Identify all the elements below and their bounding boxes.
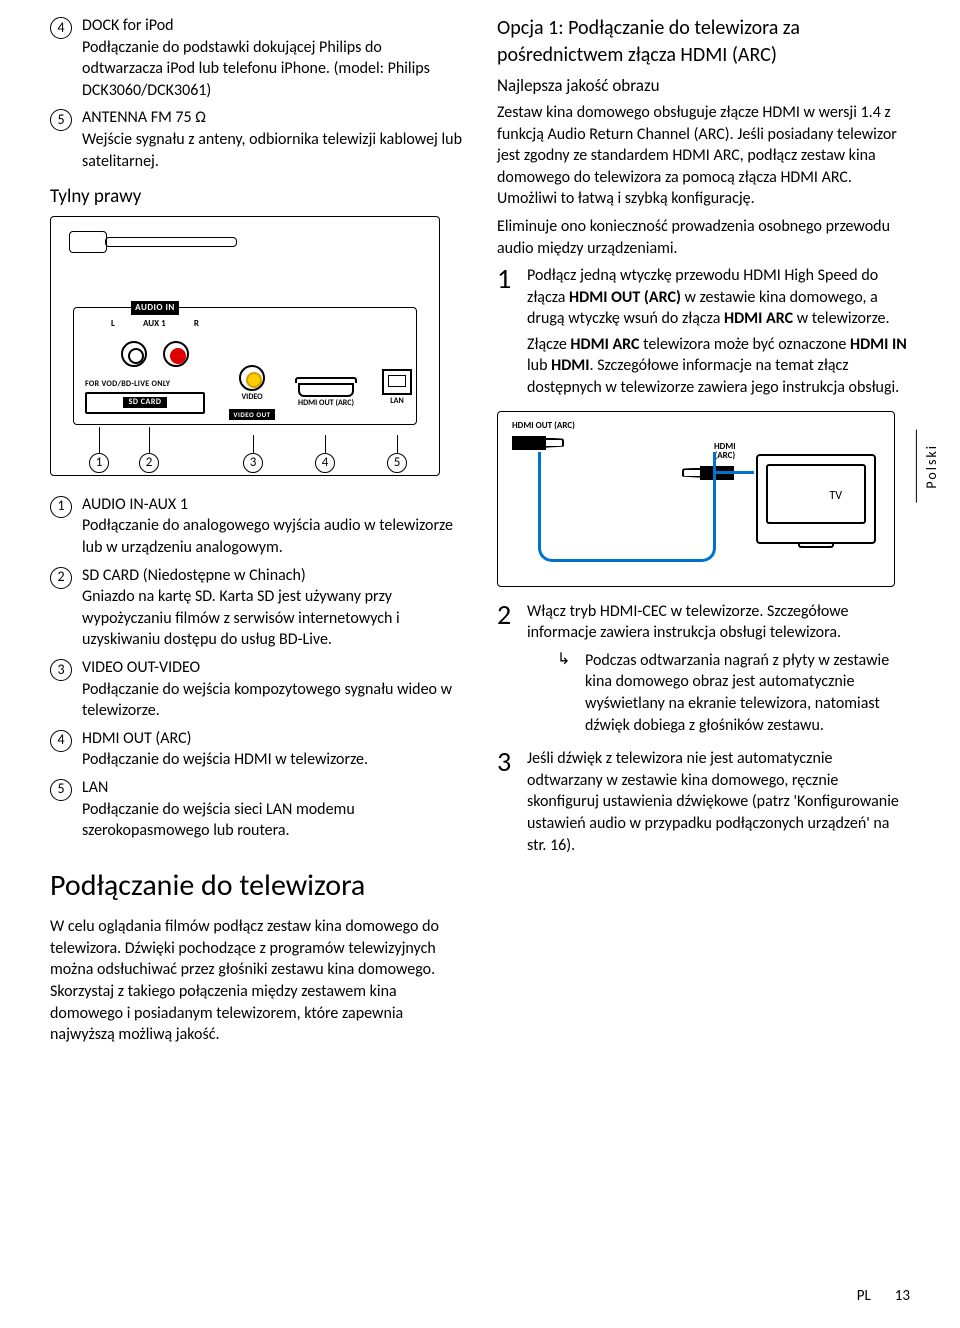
desc-title-3: VIDEO OUT-VIDEO bbox=[82, 658, 200, 677]
tv-label: TV bbox=[829, 488, 842, 504]
hdmi-cable-tv-segment bbox=[714, 471, 754, 474]
item-title-dock: DOCK for iPod bbox=[82, 16, 174, 35]
option1-intro1: Zestaw kina domowego obsługuje złącze HD… bbox=[497, 102, 910, 210]
hdmi-out-block: HDMI OUT (ARC) bbox=[291, 377, 361, 408]
video-out-label: VIDEO OUT bbox=[229, 409, 274, 420]
connector-desc-1: 1 AUDIO IN-AUX 1 Podłączanie do analogow… bbox=[50, 494, 463, 559]
item-title-antenna: ANTENNA FM 75 Ω bbox=[82, 108, 206, 127]
lan-port-icon bbox=[382, 369, 412, 395]
connector-desc-5: 5 LAN Podłączanie do wejścia sieci LAN m… bbox=[50, 777, 463, 842]
step-1: 1 Podłącz jedną wtyczkę przewodu HDMI Hi… bbox=[497, 265, 910, 403]
rear-right-heading: Tylny prawy bbox=[50, 184, 463, 210]
desc-text-4: Podłączanie do wejścia HDMI w telewizorz… bbox=[82, 750, 368, 769]
step-2: 2 Włącz tryb HDMI-CEC w telewizorze. Szc… bbox=[497, 601, 910, 743]
vod-label: FOR VOD/BD-LIVE ONLY bbox=[85, 379, 205, 390]
video-label: VIDEO bbox=[229, 393, 275, 402]
step-3-num: 3 bbox=[497, 748, 515, 860]
audio-in-block: AUDIO IN L AUX 1 R bbox=[105, 295, 205, 367]
step-2-subnote-text: Podczas odtwarzania nagrań z płyty w zes… bbox=[585, 650, 910, 736]
callout-1: 1 bbox=[89, 453, 109, 473]
num-circle-4: 4 bbox=[50, 17, 72, 39]
desc-title-5: LAN bbox=[82, 778, 108, 797]
num-circle-b1: 1 bbox=[50, 496, 72, 518]
step-1-num: 1 bbox=[497, 265, 515, 403]
video-out-block: VIDEO VIDEO OUT bbox=[229, 365, 275, 423]
desc-title-4: HDMI OUT (ARC) bbox=[82, 729, 191, 748]
hdmi-arc-plug-label: HDMI(ARC) bbox=[714, 442, 736, 460]
connector-item-4: 4 DOCK for iPod Podłączanie do podstawki… bbox=[50, 15, 463, 101]
r-label: R bbox=[194, 318, 199, 330]
lan-label: LAN bbox=[377, 397, 417, 406]
desc-text-1: Podłączanie do analogowego wyjścia audio… bbox=[82, 516, 453, 557]
hdmi-out-label: HDMI OUT (ARC) bbox=[291, 399, 361, 408]
item-text-antenna: Wejście sygnału z anteny, odbiornika tel… bbox=[82, 130, 462, 171]
step-2-subnote: ↳ Podczas odtwarzania nagrań z płyty w z… bbox=[557, 650, 910, 736]
step-3-p1: Jeśli dźwięk z telewizora nie jest autom… bbox=[527, 748, 910, 856]
arrow-right-icon: ↳ bbox=[557, 650, 575, 736]
best-quality-subtitle: Najlepsza jakość obrazu bbox=[497, 75, 910, 98]
sd-block: FOR VOD/BD-LIVE ONLY SD CARD bbox=[85, 379, 205, 414]
connector-desc-3: 3 VIDEO OUT-VIDEO Podłączanie do wejścia… bbox=[50, 657, 463, 722]
desc-title-2: SD CARD (Niedostępne w Chinach) bbox=[82, 566, 306, 585]
hdmi-port-top-icon bbox=[295, 377, 357, 383]
connector-desc-4: 4 HDMI OUT (ARC) Podłączanie do wejścia … bbox=[50, 728, 463, 771]
lan-block: LAN bbox=[377, 369, 417, 406]
desc-text-5: Podłączanie do wejścia sieci LAN modemu … bbox=[82, 800, 355, 841]
step-1-p2: Złącze HDMI ARC telewizora może być ozna… bbox=[527, 334, 910, 399]
sd-card-label: SD CARD bbox=[123, 397, 168, 408]
step-3: 3 Jeśli dźwięk z telewizora nie jest aut… bbox=[497, 748, 910, 860]
num-circle-b3: 3 bbox=[50, 659, 72, 681]
connector-item-5: 5 ANTENNA FM 75 Ω Wejście sygnału z ante… bbox=[50, 107, 463, 172]
callout-3: 3 bbox=[243, 453, 263, 473]
language-tab: Polski bbox=[916, 430, 948, 503]
left-column: 4 DOCK for iPod Podłączanie do podstawki… bbox=[50, 15, 463, 1052]
sd-slot-icon: SD CARD bbox=[85, 392, 205, 414]
callout-5: 5 bbox=[387, 453, 407, 473]
tv-icon bbox=[756, 454, 876, 544]
num-circle-b5: 5 bbox=[50, 779, 72, 801]
desc-title-1: AUDIO IN-AUX 1 bbox=[82, 495, 188, 514]
option1-intro2: Eliminuje ono konieczność prowadzenia os… bbox=[497, 216, 910, 259]
rca-video-icon bbox=[239, 365, 265, 391]
l-label: L bbox=[111, 318, 115, 330]
connect-tv-paragraph: W celu oglądania filmów podłącz zestaw k… bbox=[50, 916, 463, 1046]
rear-panel-diagram: AUDIO IN L AUX 1 R FOR VOD/BD-LIVE ONLY … bbox=[50, 216, 440, 476]
antenna-icon bbox=[69, 231, 249, 251]
option1-title: Opcja 1: Podłączanie do telewizora za po… bbox=[497, 15, 910, 69]
hdmi-connection-diagram: HDMI OUT (ARC) HDMI(ARC) TV bbox=[497, 411, 895, 587]
diagram-callouts: 1 2 3 4 5 bbox=[51, 449, 439, 473]
step-2-p1: Włącz tryb HDMI-CEC w telewizorze. Szcze… bbox=[527, 601, 910, 644]
callout-4: 4 bbox=[315, 453, 335, 473]
right-column: Opcja 1: Podłączanie do telewizora za po… bbox=[497, 15, 910, 1052]
footer-lang: PL bbox=[857, 1286, 871, 1306]
hdmi-cable-icon bbox=[538, 452, 716, 562]
num-circle-b4: 4 bbox=[50, 730, 72, 752]
hdmi-plug-out-icon bbox=[512, 434, 568, 452]
desc-text-2: Gniazdo na kartę SD. Karta SD jest używa… bbox=[82, 587, 400, 649]
connect-tv-heading: Podłączanie do telewizora bbox=[50, 866, 463, 907]
hdmi-port-icon bbox=[298, 383, 354, 397]
connector-desc-2: 2 SD CARD (Niedostępne w Chinach) Gniazd… bbox=[50, 565, 463, 651]
callout-2: 2 bbox=[139, 453, 159, 473]
hdmi-out-plug-label: HDMI OUT (ARC) bbox=[512, 420, 575, 432]
step-2-num: 2 bbox=[497, 601, 515, 743]
desc-text-3: Podłączanie do wejścia kompozytowego syg… bbox=[82, 680, 452, 721]
step-1-p1: Podłącz jedną wtyczkę przewodu HDMI High… bbox=[527, 265, 910, 330]
page-footer: PL 13 bbox=[857, 1286, 910, 1306]
aux1-label: AUX 1 bbox=[143, 318, 166, 330]
num-circle-5: 5 bbox=[50, 109, 72, 131]
audio-in-label: AUDIO IN bbox=[131, 301, 179, 315]
rca-right-icon bbox=[163, 341, 189, 367]
rca-left-icon bbox=[121, 341, 147, 367]
item-text-dock: Podłączanie do podstawki dokującej Phili… bbox=[82, 38, 430, 100]
footer-page: 13 bbox=[895, 1286, 910, 1306]
num-circle-b2: 2 bbox=[50, 567, 72, 589]
